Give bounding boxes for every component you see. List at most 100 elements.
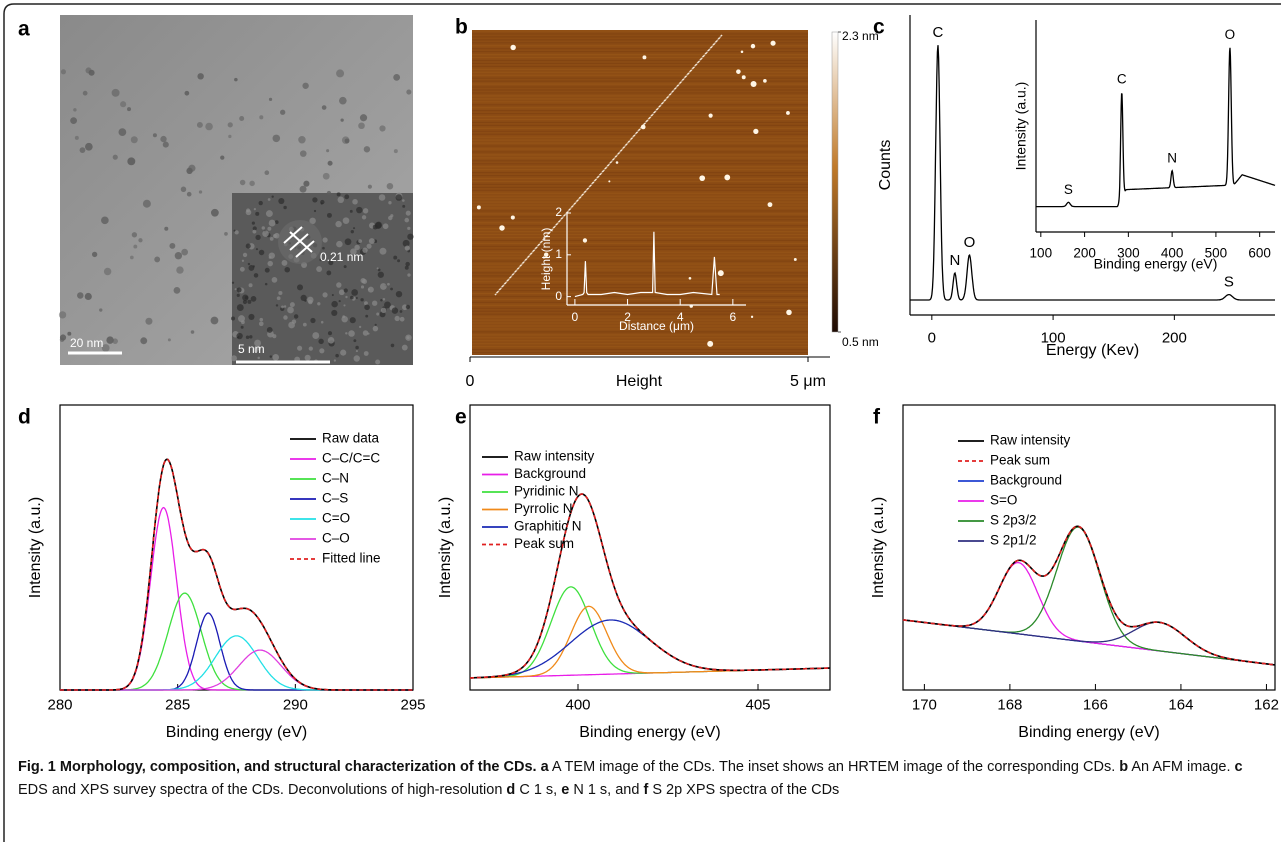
y-axis-label: Intensity (a.u.) <box>437 497 454 598</box>
particle <box>393 73 401 81</box>
spectrum-line <box>60 458 413 691</box>
x-tick-label: 5 μm <box>790 373 826 390</box>
lattice-texture <box>318 338 324 345</box>
lattice-texture <box>297 284 304 291</box>
particle <box>227 122 233 128</box>
y-axis-label: Intensity (a.u.) <box>870 497 887 598</box>
particle <box>73 108 77 112</box>
lattice-texture <box>363 351 369 356</box>
lattice-texture <box>313 209 317 213</box>
lattice-texture <box>320 320 324 324</box>
afm-particle <box>724 174 731 181</box>
x-tick-label: 166 <box>1083 697 1108 714</box>
lattice-spacing: 0.21 nm <box>320 250 363 264</box>
afm-particle <box>786 309 792 316</box>
lattice-texture <box>349 317 356 324</box>
lattice-texture <box>343 265 347 269</box>
lattice-texture <box>312 197 318 203</box>
y-axis-label: Height (nm) <box>539 228 553 291</box>
panel-b <box>470 30 839 358</box>
x-axis-label: Binding energy (eV) <box>1018 724 1159 741</box>
lattice-texture <box>267 198 271 201</box>
lattice-texture <box>335 353 339 358</box>
lattice-texture <box>258 321 264 327</box>
lattice-texture <box>283 205 287 210</box>
particle <box>299 185 307 193</box>
lattice-texture <box>252 229 257 234</box>
lattice-texture <box>317 302 321 306</box>
fit-component <box>470 605 830 679</box>
lattice-texture <box>402 204 406 208</box>
lattice-texture <box>331 294 334 297</box>
lattice-texture <box>358 239 363 244</box>
lattice-texture <box>322 237 328 243</box>
fit-component <box>902 526 1276 666</box>
legend-label: Raw intensity <box>514 449 595 464</box>
lattice-texture <box>379 247 387 255</box>
afm-particle <box>708 113 713 118</box>
lattice-texture <box>404 217 410 223</box>
particle <box>176 266 184 274</box>
legend-label: C–C/C=C <box>322 451 380 466</box>
afm-particle <box>753 128 759 135</box>
lattice-texture <box>319 348 325 354</box>
x-axis-label: Energy (Kev) <box>1046 342 1139 359</box>
lattice-texture <box>247 262 251 266</box>
lattice-texture <box>336 240 343 248</box>
lattice-texture <box>241 259 245 262</box>
lattice-texture <box>255 211 260 216</box>
lattice-texture <box>255 248 259 251</box>
lattice-texture <box>397 259 401 263</box>
lattice-texture <box>380 299 383 302</box>
lattice-texture <box>407 273 411 277</box>
lattice-texture <box>304 354 311 361</box>
fit-component <box>60 635 413 691</box>
particle <box>85 142 93 151</box>
lattice-texture <box>352 198 358 205</box>
y-tick-label: 0 <box>555 289 562 303</box>
plot-frame <box>902 404 1276 691</box>
particle <box>303 180 310 187</box>
lattice-texture <box>257 356 260 360</box>
legend-label: Raw data <box>322 431 380 446</box>
lattice-texture <box>283 315 288 320</box>
particle <box>358 122 365 130</box>
x-axis-label: Height <box>616 373 663 390</box>
particle <box>336 69 345 78</box>
particle <box>197 73 204 80</box>
lattice-texture <box>353 227 356 230</box>
fit-component <box>60 612 413 691</box>
x-tick-label: 200 <box>1073 246 1096 261</box>
lattice-texture <box>234 230 239 235</box>
spectrum-line <box>1036 47 1276 208</box>
lattice-texture <box>406 336 410 340</box>
particle <box>234 77 238 82</box>
lattice-texture <box>239 266 245 272</box>
legend-label: C–S <box>322 491 348 506</box>
afm-particle <box>750 43 756 49</box>
lattice-texture <box>264 282 268 286</box>
particle <box>268 97 273 101</box>
lattice-texture <box>259 317 264 322</box>
lattice-texture <box>375 359 381 365</box>
lattice-texture <box>365 314 369 318</box>
spectrum-line <box>902 525 1276 666</box>
panel-label: c <box>873 16 885 39</box>
x-axis-label: Binding energy (eV) <box>1094 256 1218 272</box>
colorbar-label: 2.3 nm <box>842 29 879 43</box>
x-tick-label: 500 <box>1205 246 1228 261</box>
caption-label: d <box>506 782 516 798</box>
lattice-texture <box>283 305 287 308</box>
x-tick-label: 2 <box>624 310 631 324</box>
particle <box>120 101 127 108</box>
lattice-texture <box>245 335 250 339</box>
caption-text: A TEM image of the CDs. The inset shows … <box>551 759 1116 775</box>
lattice-texture <box>240 325 244 329</box>
particle <box>249 180 255 187</box>
lattice-texture <box>362 330 369 336</box>
spectrum-line <box>902 525 1276 666</box>
lattice-texture <box>376 267 379 270</box>
peak-label: S <box>1224 274 1234 291</box>
panel-label: a <box>18 18 30 41</box>
lattice-texture <box>246 208 251 213</box>
